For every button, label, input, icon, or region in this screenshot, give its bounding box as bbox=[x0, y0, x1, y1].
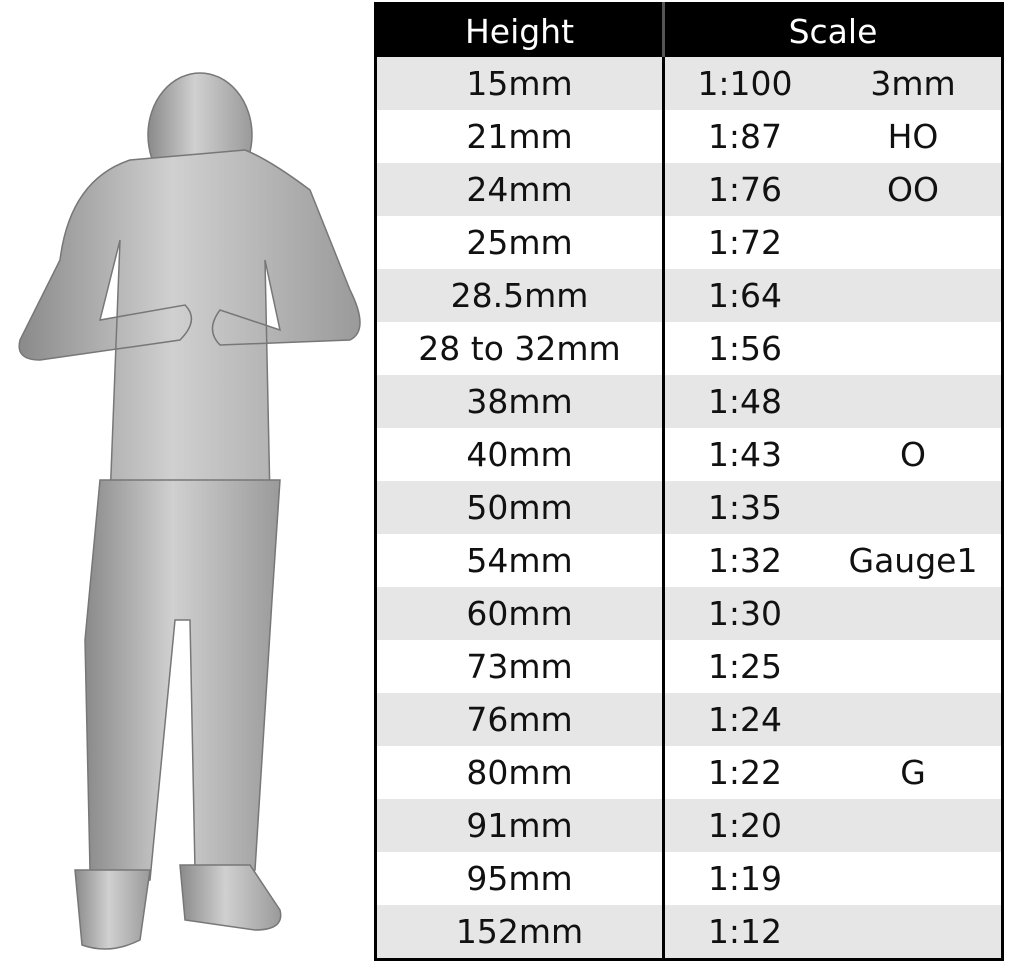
table-row: 73mm 1:25 bbox=[375, 640, 1003, 693]
scale-table: Height Scale 15mm 1:100 3mm 21mm 1:87 HO 24mm 1… bbox=[374, 2, 1004, 961]
figure-model-image bbox=[18, 72, 361, 950]
height-cell: 21mm bbox=[375, 110, 665, 163]
table-row: 21mm 1:87 HO bbox=[375, 110, 1003, 163]
scale-ratio-cell: 1:56 bbox=[707, 329, 783, 368]
height-cell: 60mm bbox=[375, 587, 665, 640]
table-row: 152mm 1:12 bbox=[375, 905, 1003, 960]
scale-ratio-cell: 1:24 bbox=[663, 693, 825, 746]
scale-ratio-cell: 1:43 bbox=[707, 435, 783, 474]
gauge-name-cell: O bbox=[900, 435, 926, 474]
gauge-name-cell: 3mm bbox=[825, 57, 1003, 110]
scale-ratio-cell: 1:48 bbox=[663, 375, 825, 428]
height-header: Height bbox=[375, 3, 665, 57]
gauge-name-cell bbox=[825, 375, 1003, 428]
gauge-name-cell bbox=[825, 269, 1003, 322]
gauge-name-cell bbox=[825, 693, 1003, 746]
table-row: 24mm 1:76 OO bbox=[375, 163, 1003, 216]
table-row: 50mm 1:35 bbox=[375, 481, 1003, 534]
scale-header: Scale bbox=[663, 3, 1003, 57]
gauge-name-cell: HO bbox=[887, 117, 939, 156]
scale-ratio-cell: 1:12 bbox=[663, 905, 825, 960]
scale-ratio-cell: 1:76 bbox=[663, 163, 825, 216]
gauge-name-cell: Gauge1 bbox=[848, 541, 978, 580]
scale-ratio-cell: 1:64 bbox=[663, 269, 825, 322]
gauge-name-cell bbox=[825, 905, 1003, 960]
height-cell: 40mm bbox=[375, 428, 665, 481]
table-row: 95mm 1:19 bbox=[375, 852, 1003, 905]
table-row: 38mm 1:48 bbox=[375, 375, 1003, 428]
scale-ratio-cell: 1:32 bbox=[707, 541, 783, 580]
height-cell: 73mm bbox=[375, 640, 665, 693]
table-row: 76mm 1:24 bbox=[375, 693, 1003, 746]
height-cell: 28.5mm bbox=[375, 269, 665, 322]
scale-ratio-cell: 1:30 bbox=[663, 587, 825, 640]
scale-ratio-cell: 1:35 bbox=[663, 481, 825, 534]
table-row: 40mm 1:43 O bbox=[375, 428, 1003, 481]
gauge-name-cell bbox=[825, 799, 1003, 852]
gauge-name-cell: G bbox=[900, 753, 926, 792]
table-row: 54mm 1:32 Gauge1 bbox=[375, 534, 1003, 587]
gauge-name-cell bbox=[825, 322, 1003, 375]
header-row: Height Scale bbox=[375, 3, 1003, 57]
height-cell: 80mm bbox=[375, 746, 665, 799]
height-cell: 25mm bbox=[375, 216, 665, 269]
table-row: 91mm 1:20 bbox=[375, 799, 1003, 852]
height-cell: 91mm bbox=[375, 799, 665, 852]
table-row: 28.5mm 1:64 bbox=[375, 269, 1003, 322]
height-cell: 95mm bbox=[375, 852, 665, 905]
height-cell: 54mm bbox=[375, 534, 665, 587]
scale-ratio-cell: 1:22 bbox=[707, 753, 783, 792]
height-cell: 38mm bbox=[375, 375, 665, 428]
gauge-name-cell bbox=[825, 587, 1003, 640]
scale-ratio-cell: 1:87 bbox=[707, 117, 783, 156]
table-row: 25mm 1:72 bbox=[375, 216, 1003, 269]
height-cell: 152mm bbox=[375, 905, 665, 960]
gauge-name-cell: OO bbox=[825, 163, 1003, 216]
scale-ratio-cell: 1:25 bbox=[707, 647, 783, 686]
height-cell: 28 to 32mm bbox=[375, 322, 665, 375]
height-cell: 76mm bbox=[375, 693, 665, 746]
scale-ratio-cell: 1:19 bbox=[707, 859, 783, 898]
gauge-name-cell bbox=[825, 640, 1003, 693]
table-row: 60mm 1:30 bbox=[375, 587, 1003, 640]
height-cell: 15mm bbox=[375, 57, 665, 110]
table-row: 80mm 1:22 G bbox=[375, 746, 1003, 799]
scale-ratio-cell: 1:100 bbox=[663, 57, 825, 110]
height-cell: 24mm bbox=[375, 163, 665, 216]
table-row: 28 to 32mm 1:56 bbox=[375, 322, 1003, 375]
gauge-name-cell bbox=[825, 852, 1003, 905]
gauge-name-cell bbox=[825, 481, 1003, 534]
height-cell: 50mm bbox=[375, 481, 665, 534]
table-row: 15mm 1:100 3mm bbox=[375, 57, 1003, 110]
scale-ratio-cell: 1:20 bbox=[663, 799, 825, 852]
scale-ratio-cell: 1:72 bbox=[707, 223, 783, 262]
gauge-name-cell bbox=[825, 216, 1003, 269]
